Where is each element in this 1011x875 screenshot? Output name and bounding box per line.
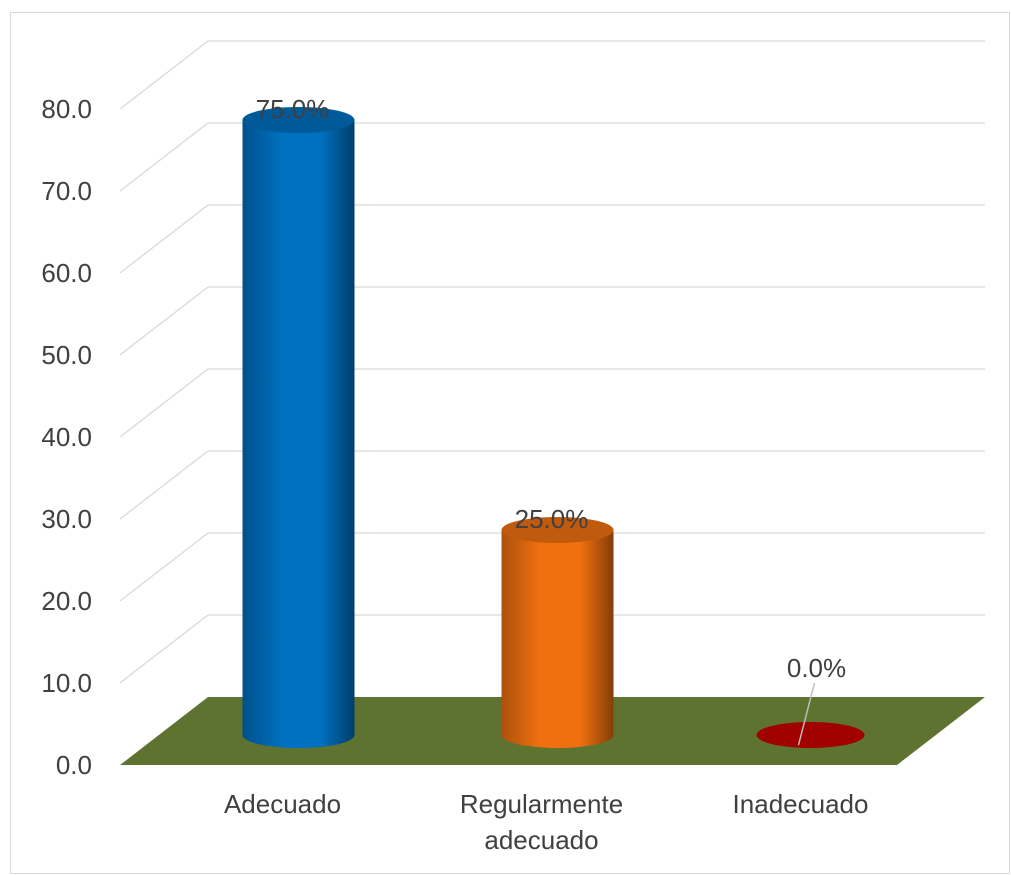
y-tick-label: 80.0 xyxy=(41,94,92,124)
chart-frame xyxy=(10,12,1010,874)
x-axis: Adecuado Regularmente adecuado Inadecuado xyxy=(224,789,869,855)
x-tick-label: Regularmente xyxy=(460,789,623,819)
bar-disc xyxy=(756,722,865,748)
y-tick-label: 20.0 xyxy=(41,586,92,616)
bar-3 xyxy=(756,722,865,748)
gridline-side xyxy=(119,122,209,192)
y-tick-label: 30.0 xyxy=(41,504,92,534)
bar-top xyxy=(501,517,614,543)
gridline-side xyxy=(119,368,209,438)
bars xyxy=(242,107,865,748)
gridline-side xyxy=(119,204,209,274)
data-label-leader xyxy=(797,682,816,746)
x-tick-label: adecuado xyxy=(484,825,598,855)
y-tick-label: 0.0 xyxy=(56,750,92,780)
y-tick-label: 10.0 xyxy=(41,668,92,698)
y-tick-label: 50.0 xyxy=(41,340,92,370)
data-label: 75.0% xyxy=(256,94,330,124)
y-tick-label: 70.0 xyxy=(41,176,92,206)
y-tick-label: 40.0 xyxy=(41,422,92,452)
data-label: 25.0% xyxy=(515,504,589,534)
y-axis: 0.0 10.0 20.0 30.0 40.0 50.0 60.0 70.0 80.0 xyxy=(41,94,92,780)
bar-2 xyxy=(501,517,614,748)
x-tick-label: Inadecuado xyxy=(733,789,869,819)
x-tick-label: Adecuado xyxy=(224,789,341,819)
bar-body xyxy=(242,120,355,748)
data-label: 0.0% xyxy=(787,653,846,683)
bar-top xyxy=(242,107,355,133)
bar-1 xyxy=(242,107,355,748)
gridline-side xyxy=(119,614,209,684)
gridline-side xyxy=(119,450,209,520)
y-tick-label: 60.0 xyxy=(41,258,92,288)
gridline-side xyxy=(119,532,209,602)
data-labels: 75.0% 25.0% 0.0% xyxy=(256,94,846,746)
gridline-side xyxy=(119,286,209,356)
gridline-side xyxy=(119,40,209,110)
bar-body xyxy=(501,530,614,748)
